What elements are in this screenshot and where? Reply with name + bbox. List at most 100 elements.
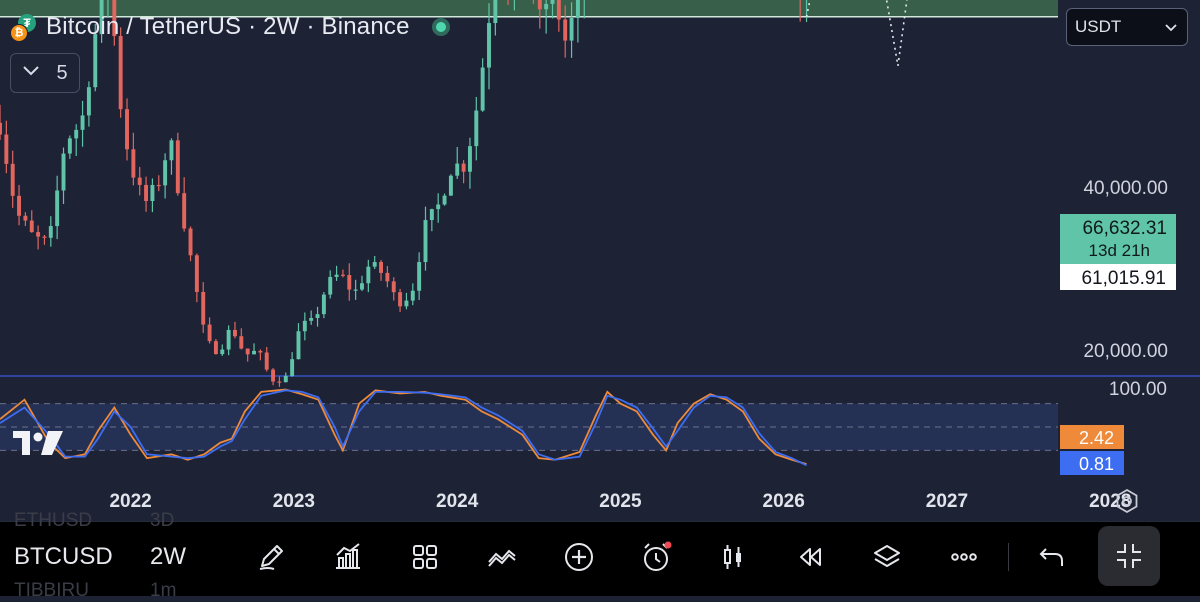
candle-body bbox=[175, 140, 180, 194]
market-status-icon[interactable] bbox=[431, 18, 450, 36]
ghost-row-symbol: ETHUSD bbox=[14, 510, 93, 531]
candle-up bbox=[220, 344, 225, 356]
candle-body bbox=[29, 220, 34, 233]
collapse-indicators-button[interactable]: 5 bbox=[10, 53, 80, 93]
object-tree-button[interactable] bbox=[866, 536, 908, 578]
bottom-toolbar: ETHUSD 3D TIBBIRU 1m bbox=[0, 510, 1200, 601]
compare-button[interactable] bbox=[481, 536, 523, 578]
candle-body bbox=[99, 0, 104, 35]
candle-down bbox=[271, 368, 276, 386]
candle-body bbox=[48, 226, 53, 238]
candle-body bbox=[550, 0, 555, 4]
candle-body bbox=[283, 375, 288, 383]
interval-button[interactable]: 2W bbox=[150, 543, 186, 570]
candle-body bbox=[480, 67, 485, 111]
chart-title[interactable]: Bitcoin / TetherUS · 2W · Binance bbox=[46, 13, 410, 40]
minimize-icon bbox=[1117, 544, 1141, 568]
candle-body bbox=[163, 160, 168, 186]
add-button[interactable] bbox=[558, 536, 600, 578]
alarm-icon bbox=[644, 541, 672, 571]
candle-body bbox=[239, 336, 244, 349]
candle-down bbox=[461, 160, 466, 184]
toolbar-divider bbox=[1008, 543, 1009, 571]
last-price-badge bbox=[1060, 214, 1176, 264]
candle-body bbox=[315, 314, 320, 318]
candle-up bbox=[74, 124, 79, 156]
chart-area[interactable]: 0.618 (84,520.60.5 (80,206.07)20,000.004… bbox=[0, 0, 1200, 522]
time-tick-label: 2027 bbox=[926, 491, 968, 512]
candle-body bbox=[385, 272, 390, 282]
candle-body bbox=[398, 292, 403, 307]
candle-up bbox=[150, 178, 155, 213]
more-button[interactable] bbox=[943, 536, 985, 578]
candle-body bbox=[150, 184, 155, 202]
candle-body bbox=[410, 290, 415, 301]
chevron-down-icon bbox=[1165, 17, 1177, 37]
candle-body bbox=[442, 195, 447, 205]
candle-up bbox=[334, 265, 339, 281]
d-value-badge bbox=[1060, 451, 1124, 475]
symbol-button[interactable]: BTCUSD bbox=[14, 543, 113, 570]
layouts-button[interactable] bbox=[404, 536, 446, 578]
candle-body bbox=[436, 204, 441, 210]
candle-down bbox=[385, 266, 390, 288]
candle-down bbox=[563, 5, 568, 58]
time-tick-label: 2024 bbox=[436, 491, 479, 512]
candle-body bbox=[569, 17, 574, 41]
candle-up bbox=[226, 325, 231, 356]
candle-body bbox=[366, 266, 371, 284]
candle-down bbox=[17, 184, 22, 226]
drawing-tool-button[interactable] bbox=[250, 536, 292, 578]
candle-body bbox=[556, 0, 561, 20]
tv-logo-part bbox=[41, 431, 63, 455]
candle-down bbox=[29, 210, 34, 233]
candle-body bbox=[36, 232, 41, 237]
alerts-button[interactable] bbox=[635, 536, 677, 578]
candle-up bbox=[467, 137, 472, 189]
indicators-button[interactable] bbox=[327, 536, 369, 578]
currency-select[interactable]: USDT bbox=[1066, 8, 1188, 46]
candle-body bbox=[220, 349, 225, 355]
ghost-row-symbol: TIBBIRU bbox=[14, 580, 89, 601]
candle-up bbox=[366, 259, 371, 293]
bar-countdown: 13d 21h bbox=[1089, 241, 1150, 260]
more-icon bbox=[951, 553, 977, 561]
candle-up bbox=[583, 0, 585, 19]
candle-body bbox=[194, 255, 199, 292]
candle-up bbox=[169, 138, 174, 175]
time-tick-label: 2028 bbox=[1089, 491, 1131, 512]
candle-up bbox=[423, 206, 428, 271]
candle-body bbox=[252, 350, 256, 355]
candle-body bbox=[309, 317, 314, 321]
candle-up bbox=[417, 252, 422, 300]
candle-body bbox=[360, 283, 364, 290]
chart-settings-icon[interactable] bbox=[1112, 486, 1142, 516]
candle-down bbox=[125, 98, 129, 161]
candle-body bbox=[467, 146, 472, 172]
chart-icon bbox=[336, 543, 360, 569]
candle-up bbox=[107, 0, 109, 19]
candle-up bbox=[309, 310, 314, 325]
chart-type-button[interactable] bbox=[712, 536, 754, 578]
candle-up bbox=[569, 2, 574, 58]
time-tick-label: 2026 bbox=[763, 491, 805, 512]
candle-body bbox=[296, 331, 301, 360]
undo-button[interactable] bbox=[1031, 536, 1073, 578]
candle-up bbox=[163, 153, 168, 199]
fullscreen-toggle-button[interactable] bbox=[1098, 526, 1160, 586]
candle-up bbox=[55, 175, 60, 240]
candle-body bbox=[144, 184, 149, 202]
replay-button[interactable] bbox=[789, 536, 831, 578]
candle-body bbox=[10, 163, 15, 196]
candle-body bbox=[290, 359, 295, 376]
candle-body bbox=[226, 329, 231, 350]
candle-up bbox=[474, 96, 479, 161]
candle-up bbox=[296, 323, 301, 360]
candle-down bbox=[137, 166, 142, 196]
candle-up bbox=[61, 147, 66, 205]
candle-down bbox=[0, 104, 2, 141]
candle-up bbox=[372, 255, 377, 270]
candle-up bbox=[487, 3, 491, 90]
time-tick-label: 2023 bbox=[273, 491, 315, 512]
candle-down bbox=[537, 0, 542, 29]
